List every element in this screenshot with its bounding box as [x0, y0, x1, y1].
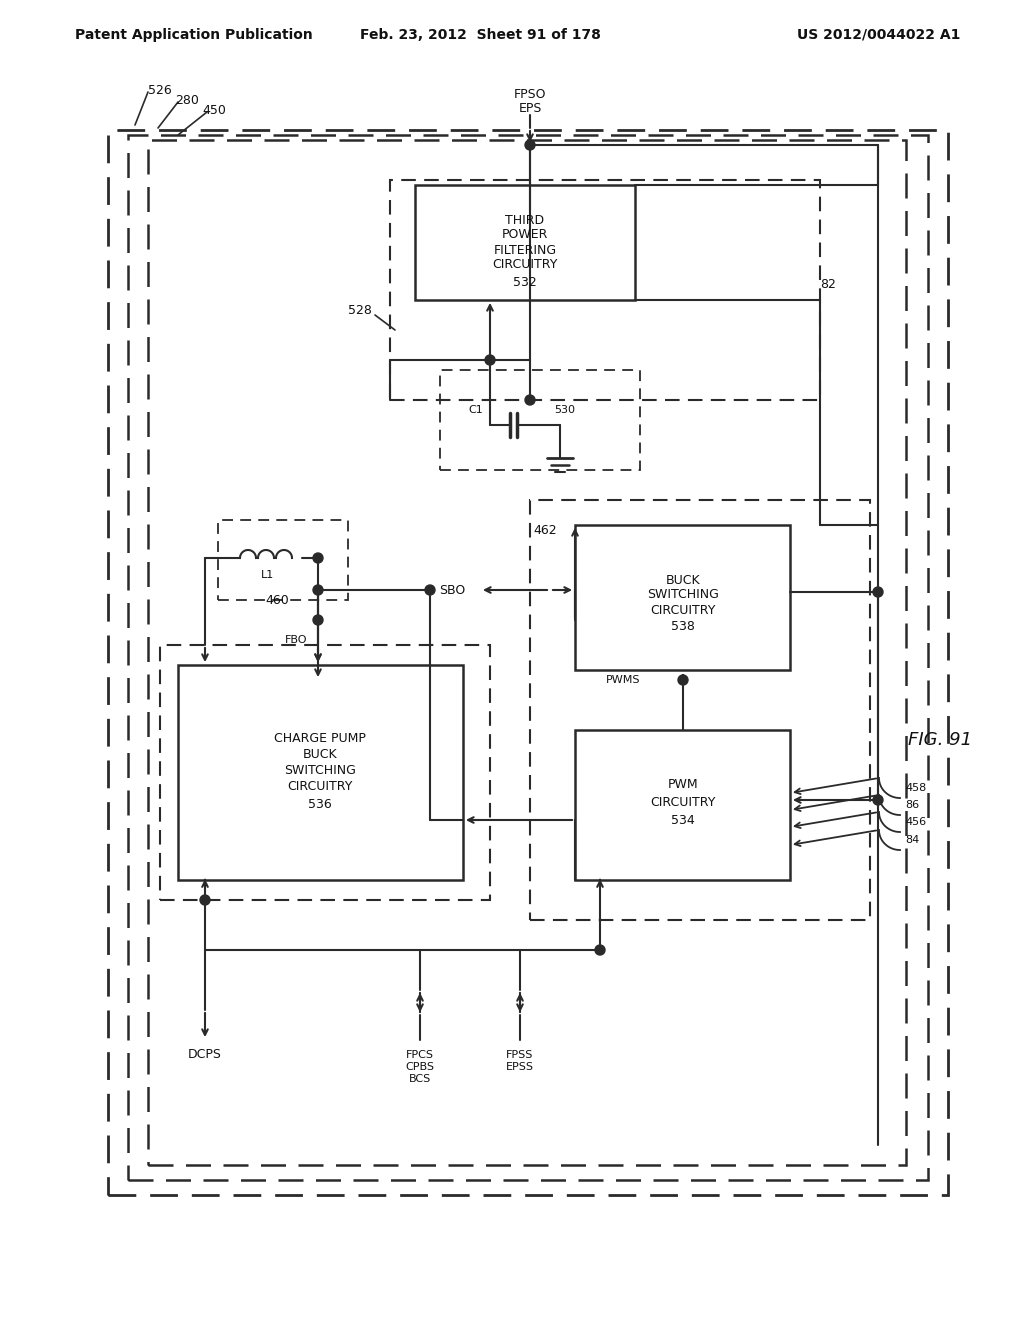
Circle shape [313, 585, 323, 595]
Text: Feb. 23, 2012  Sheet 91 of 178: Feb. 23, 2012 Sheet 91 of 178 [359, 28, 600, 42]
Text: L1: L1 [261, 570, 274, 579]
Text: 530: 530 [555, 405, 575, 414]
Circle shape [313, 553, 323, 564]
Text: FILTERING: FILTERING [494, 243, 557, 256]
Text: 462: 462 [534, 524, 557, 536]
Text: 450: 450 [202, 103, 226, 116]
Circle shape [873, 587, 883, 597]
Text: 82: 82 [820, 279, 836, 292]
Circle shape [200, 895, 210, 906]
Bar [440, 370, 640, 470]
Circle shape [595, 945, 605, 954]
Circle shape [873, 795, 883, 805]
Text: CPBS: CPBS [406, 1063, 434, 1072]
Text: SWITCHING: SWITCHING [647, 589, 719, 602]
Text: 456: 456 [905, 817, 926, 828]
Circle shape [313, 615, 323, 624]
Text: 536: 536 [308, 797, 332, 810]
Text: PWM: PWM [668, 779, 698, 792]
Bar [108, 129, 948, 1195]
Bar [218, 520, 348, 601]
Text: PWMS: PWMS [605, 675, 640, 685]
Text: EPSS: EPSS [506, 1063, 534, 1072]
Text: 458: 458 [905, 783, 927, 793]
Text: FPSS: FPSS [506, 1049, 534, 1060]
Bar [148, 140, 906, 1166]
Text: THIRD: THIRD [506, 214, 545, 227]
Text: FPSO: FPSO [514, 88, 546, 102]
Text: US 2012/0044022 A1: US 2012/0044022 A1 [797, 28, 961, 42]
Text: 526: 526 [148, 83, 172, 96]
Text: EPS: EPS [518, 103, 542, 116]
Circle shape [485, 355, 495, 366]
Text: POWER: POWER [502, 228, 548, 242]
Text: FIG. 91: FIG. 91 [908, 731, 972, 748]
Text: 84: 84 [905, 836, 920, 845]
Bar [530, 500, 870, 920]
Text: 532: 532 [513, 276, 537, 289]
Text: 534: 534 [671, 813, 695, 826]
Text: Patent Application Publication: Patent Application Publication [75, 28, 312, 42]
Text: CHARGE PUMP: CHARGE PUMP [274, 731, 366, 744]
Bar [415, 185, 635, 300]
Text: 86: 86 [905, 800, 920, 810]
Bar [575, 730, 790, 880]
Text: BUCK: BUCK [666, 573, 700, 586]
Text: SBO: SBO [439, 583, 465, 597]
Text: CIRCUITRY: CIRCUITRY [493, 259, 558, 272]
Text: FBO: FBO [285, 635, 307, 645]
Text: 280: 280 [175, 94, 199, 107]
Circle shape [425, 585, 435, 595]
Text: CIRCUITRY: CIRCUITRY [650, 796, 716, 808]
Text: SWITCHING: SWITCHING [284, 763, 356, 776]
Text: CIRCUITRY: CIRCUITRY [650, 603, 716, 616]
Text: BUCK: BUCK [303, 747, 337, 760]
Circle shape [525, 140, 535, 150]
Circle shape [678, 675, 688, 685]
Bar [390, 180, 820, 400]
Text: BCS: BCS [409, 1074, 431, 1084]
Bar [128, 135, 928, 1180]
Bar [575, 525, 790, 671]
Bar [178, 665, 463, 880]
Circle shape [525, 395, 535, 405]
Text: FPCS: FPCS [406, 1049, 434, 1060]
Text: DCPS: DCPS [188, 1048, 222, 1061]
Text: 460: 460 [265, 594, 289, 606]
Text: C1: C1 [468, 405, 482, 414]
Bar [160, 645, 490, 900]
Text: CIRCUITRY: CIRCUITRY [288, 780, 352, 792]
Text: 538: 538 [671, 620, 695, 634]
Text: 528: 528 [348, 304, 372, 317]
